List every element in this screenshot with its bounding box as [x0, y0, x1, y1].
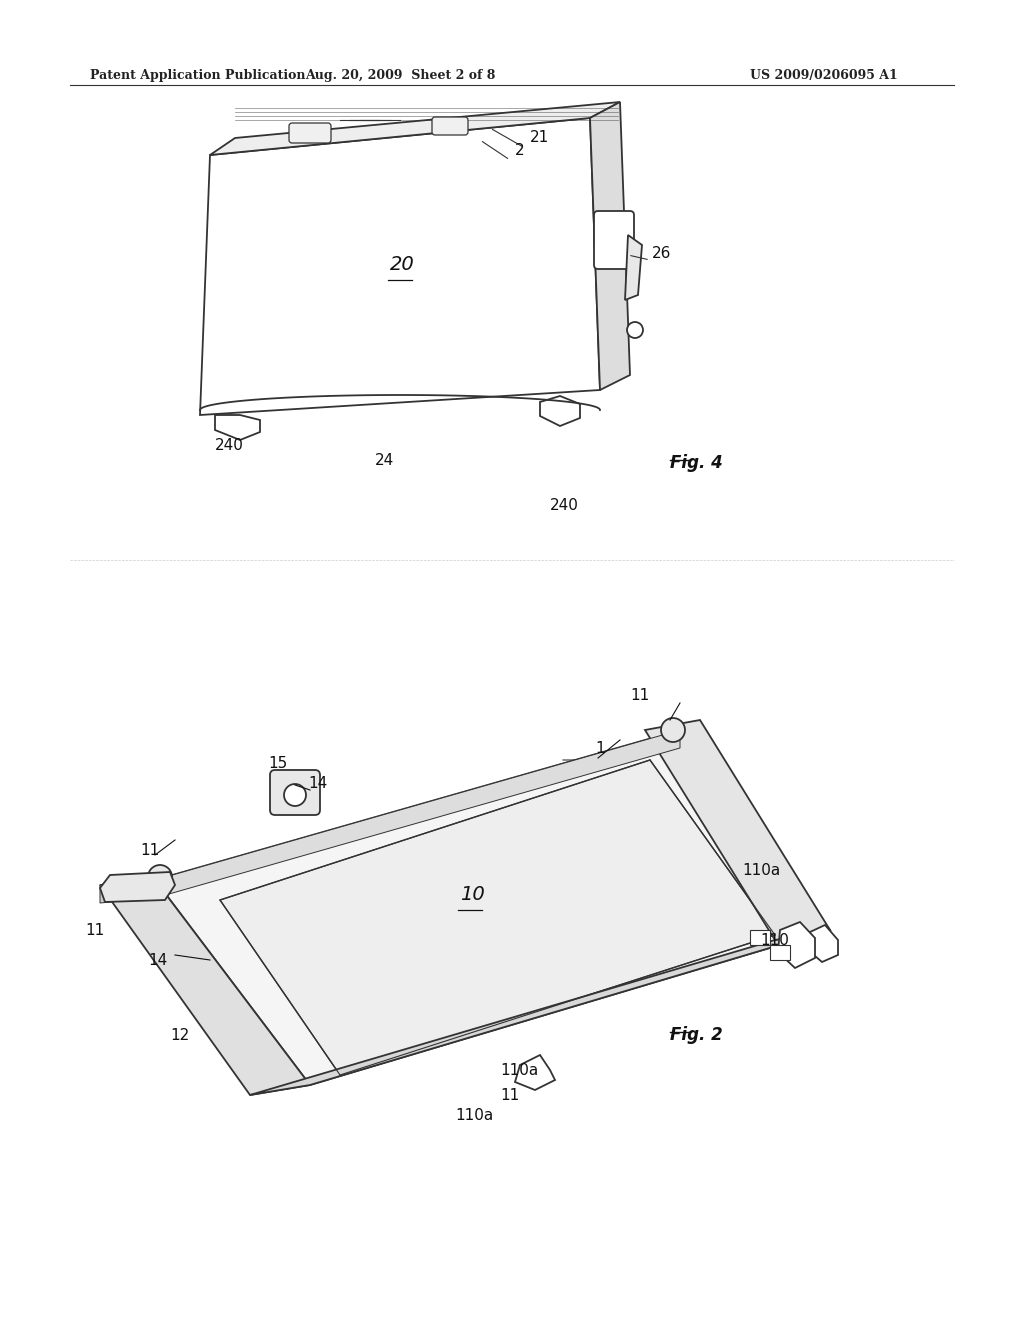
Text: Patent Application Publication: Patent Application Publication — [90, 69, 305, 82]
Text: 14: 14 — [148, 953, 167, 968]
Text: 110: 110 — [760, 933, 788, 948]
FancyBboxPatch shape — [289, 123, 331, 143]
Text: 14: 14 — [308, 776, 328, 791]
FancyBboxPatch shape — [594, 211, 634, 269]
Text: 21: 21 — [530, 129, 549, 145]
Circle shape — [284, 784, 306, 807]
Polygon shape — [220, 760, 775, 1074]
Text: 1: 1 — [595, 741, 604, 756]
Bar — [770, 945, 790, 960]
Text: 15: 15 — [268, 756, 288, 771]
Text: 26: 26 — [652, 246, 672, 261]
Polygon shape — [625, 235, 642, 300]
Text: 24: 24 — [375, 453, 394, 469]
Text: 2: 2 — [515, 143, 524, 158]
Polygon shape — [540, 396, 580, 426]
Text: 240: 240 — [215, 438, 244, 453]
Text: Fig. 2: Fig. 2 — [670, 1026, 723, 1044]
Polygon shape — [155, 730, 830, 1085]
Text: 11: 11 — [140, 843, 160, 858]
Polygon shape — [100, 880, 155, 903]
Polygon shape — [210, 102, 620, 154]
Text: 12: 12 — [170, 1028, 189, 1043]
Polygon shape — [100, 873, 175, 902]
Text: 20: 20 — [390, 255, 415, 275]
Bar — [750, 931, 770, 945]
Text: Fig. 4: Fig. 4 — [670, 454, 723, 473]
Polygon shape — [515, 1055, 555, 1090]
Polygon shape — [250, 931, 830, 1096]
Polygon shape — [155, 730, 680, 898]
Text: 11: 11 — [500, 1088, 519, 1104]
Polygon shape — [590, 102, 630, 389]
Circle shape — [148, 865, 172, 888]
Polygon shape — [200, 117, 600, 414]
Text: 10: 10 — [460, 884, 484, 904]
Text: 11: 11 — [630, 688, 649, 704]
Polygon shape — [808, 925, 838, 962]
Circle shape — [627, 322, 643, 338]
Text: US 2009/0206095 A1: US 2009/0206095 A1 — [750, 69, 898, 82]
Text: 110a: 110a — [455, 1107, 494, 1123]
Text: 110a: 110a — [742, 863, 780, 878]
FancyBboxPatch shape — [432, 117, 468, 135]
Text: 240: 240 — [550, 498, 579, 513]
Polygon shape — [215, 414, 260, 440]
Text: Aug. 20, 2009  Sheet 2 of 8: Aug. 20, 2009 Sheet 2 of 8 — [305, 69, 496, 82]
Polygon shape — [645, 719, 830, 940]
Polygon shape — [100, 880, 310, 1096]
FancyBboxPatch shape — [270, 770, 319, 814]
Text: 110a: 110a — [500, 1063, 539, 1078]
Polygon shape — [778, 921, 815, 968]
Text: 11: 11 — [85, 923, 104, 939]
Circle shape — [662, 718, 685, 742]
